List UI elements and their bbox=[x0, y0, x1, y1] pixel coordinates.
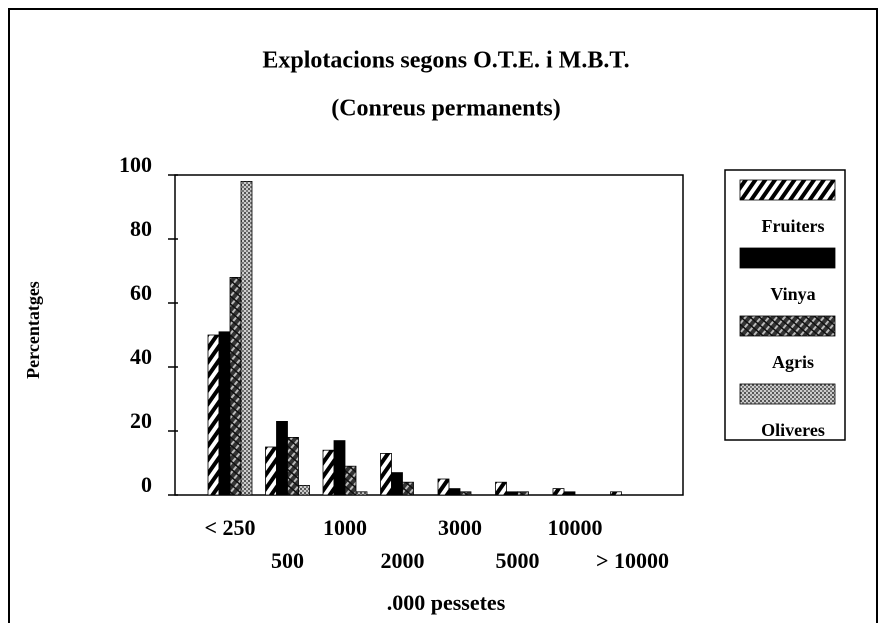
legend-swatch bbox=[739, 247, 836, 269]
x-tick-label: < 250 bbox=[204, 515, 255, 540]
bar bbox=[391, 472, 403, 496]
legend-swatch bbox=[739, 179, 836, 201]
bar bbox=[380, 452, 392, 496]
bar bbox=[218, 331, 231, 496]
x-axis-label: .000 pessetes bbox=[387, 590, 506, 615]
legend-label: Oliveres bbox=[761, 420, 825, 440]
legend-swatch bbox=[739, 383, 836, 405]
bar bbox=[459, 491, 472, 496]
bar bbox=[495, 481, 507, 496]
bar bbox=[552, 488, 565, 496]
y-tick-label: 100 bbox=[119, 152, 152, 177]
bar bbox=[517, 491, 529, 496]
y-tick-label: 0 bbox=[141, 472, 152, 497]
x-tick-label: 1000 bbox=[323, 515, 367, 540]
legend bbox=[724, 169, 846, 441]
bar bbox=[207, 334, 220, 496]
legend-label: Fruiters bbox=[762, 216, 825, 236]
x-tick-label: 10000 bbox=[548, 515, 603, 540]
y-tick-label: 80 bbox=[130, 216, 152, 241]
bar bbox=[265, 446, 277, 496]
y-tick-label: 20 bbox=[130, 408, 152, 433]
bar bbox=[322, 449, 335, 496]
bar bbox=[287, 436, 299, 496]
bar bbox=[448, 488, 461, 496]
y-tick-label: 60 bbox=[130, 280, 152, 305]
bar bbox=[563, 491, 576, 496]
chart-title: Explotacions segons O.T.E. i M.B.T. bbox=[262, 48, 629, 74]
bar bbox=[344, 465, 357, 496]
bar bbox=[437, 478, 450, 496]
y-axis-label: Percentatges bbox=[23, 281, 43, 379]
bar bbox=[229, 276, 242, 496]
bar bbox=[506, 491, 518, 496]
bar bbox=[276, 420, 288, 496]
x-tick-label: > 10000 bbox=[596, 548, 669, 573]
bar bbox=[333, 440, 346, 496]
legend-swatch bbox=[739, 315, 836, 337]
bar bbox=[610, 491, 622, 496]
frame bbox=[8, 8, 878, 623]
x-tick-label: 2000 bbox=[381, 548, 425, 573]
bar bbox=[355, 491, 368, 496]
x-tick-label: 3000 bbox=[438, 515, 482, 540]
y-tick-label: 40 bbox=[130, 344, 152, 369]
bar bbox=[402, 481, 414, 496]
x-tick-label: 5000 bbox=[496, 548, 540, 573]
legend-label: Vinya bbox=[770, 284, 815, 304]
bar bbox=[240, 180, 253, 496]
chart-subtitle: (Conreus permanents) bbox=[331, 96, 561, 122]
x-tick-label: 500 bbox=[271, 548, 304, 573]
plot-area bbox=[174, 174, 684, 496]
bar bbox=[298, 484, 310, 496]
legend-label: Agris bbox=[772, 352, 814, 372]
